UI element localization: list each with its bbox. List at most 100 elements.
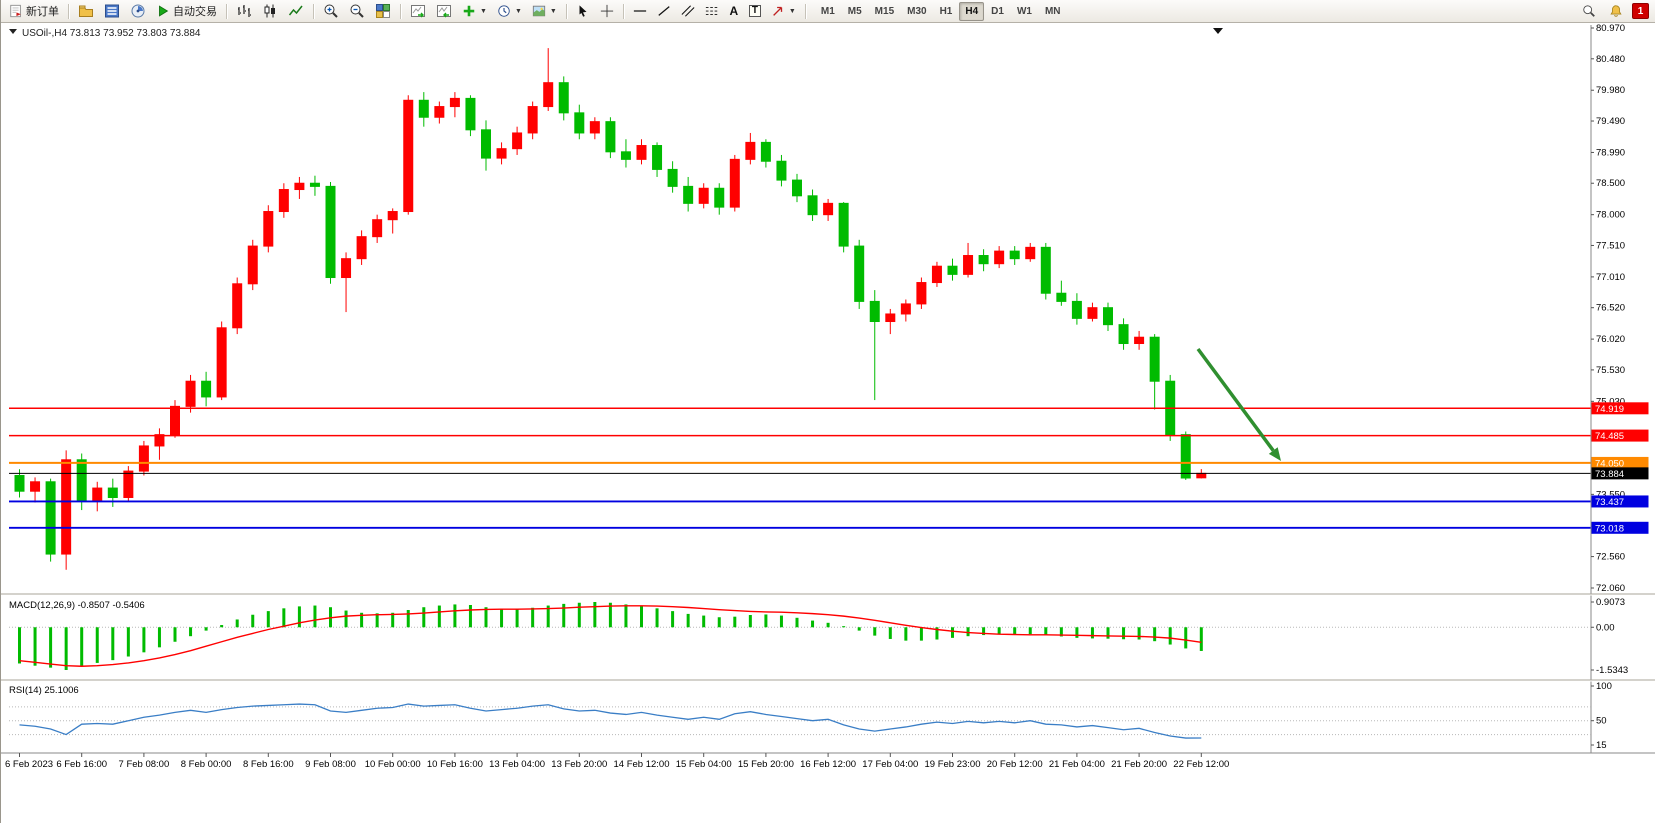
profiles-button[interactable]: [74, 2, 98, 20]
candle-body: [1196, 472, 1207, 479]
candle-body: [1009, 250, 1020, 260]
time-axis[interactable]: 6 Feb 2023 6 Feb 16:00 7 Feb 08:00 8 Feb 00…: [1, 752, 1655, 770]
notification-badge[interactable]: 1: [1632, 3, 1649, 19]
chart-shift-marker[interactable]: [1213, 28, 1223, 34]
candle-body: [216, 327, 227, 398]
macd-histogram-bar: [1122, 627, 1126, 640]
macd-histogram-bar: [64, 627, 68, 670]
timeframe-button-M1[interactable]: M1: [820, 5, 835, 17]
candle-body: [1180, 434, 1191, 479]
candle-body: [263, 211, 274, 247]
candle-body: [714, 187, 725, 208]
price-tag-73.884: 73.884: [1591, 467, 1649, 480]
macd-histogram-bar: [484, 607, 488, 628]
timeframe-button-H4[interactable]: H4: [959, 1, 985, 21]
price-tick-label: 76.520: [1596, 303, 1625, 314]
timeframe-button-M15[interactable]: M15: [874, 5, 895, 17]
chevron-down-icon: ▼: [549, 7, 557, 15]
one-click-trading-toggle[interactable]: [9, 29, 17, 34]
candle-body: [512, 132, 523, 150]
market-watch-button[interactable]: [100, 2, 124, 20]
macd-histogram-bar: [779, 615, 783, 628]
timeframe-button-D1[interactable]: D1: [991, 5, 1004, 17]
auto-scroll-button[interactable]: [432, 2, 456, 20]
bar-chart-mode-button[interactable]: [232, 2, 256, 20]
tile-windows-button[interactable]: [371, 2, 395, 20]
macd-signal-line: [19, 605, 1202, 667]
price-tick-label: 78.500: [1596, 178, 1625, 189]
candle-body: [978, 255, 989, 265]
candle-body: [854, 245, 865, 302]
price-tag-74.919: 74.919: [1591, 402, 1649, 415]
chevron-down-icon: ▼: [514, 7, 522, 15]
macd-histogram-bar: [1137, 627, 1141, 640]
timeframe-button-M5[interactable]: M5: [847, 5, 862, 17]
crosshair-tool-button[interactable]: [596, 2, 618, 20]
panel-splitter[interactable]: [1, 679, 1655, 682]
indicators-button[interactable]: ▼: [458, 2, 491, 20]
macd-axis-label: 0.00: [1596, 622, 1615, 633]
templates-button[interactable]: ▼: [528, 2, 561, 20]
price-tick-label: 78.000: [1596, 210, 1625, 221]
zoom-in-button[interactable]: [319, 2, 343, 20]
line-chart-mode-button[interactable]: [284, 2, 308, 20]
alerts-button[interactable]: [1605, 2, 1627, 20]
candle-body: [123, 470, 134, 498]
timeframe-button-H1[interactable]: H1: [939, 5, 953, 17]
new-order-label: 新订单: [26, 6, 59, 18]
macd-histogram-bar: [313, 605, 317, 628]
chevron-down-icon: ▼: [788, 7, 796, 15]
candle-body: [527, 106, 538, 134]
candle-body: [636, 145, 647, 160]
time-tick-label: 15 Feb 20:00: [738, 759, 794, 770]
zoom-out-button[interactable]: [345, 2, 369, 20]
toolbar-separator: [226, 3, 227, 19]
cursor-tool-button[interactable]: [572, 2, 594, 20]
periods-button[interactable]: ▼: [493, 2, 526, 20]
candle-body: [652, 145, 663, 170]
cursor-icon: [579, 5, 587, 17]
trendline-icon: [658, 6, 670, 16]
candle-body: [589, 121, 600, 134]
candle-body: [667, 168, 678, 187]
candle-body: [900, 303, 911, 315]
navigator-button[interactable]: [126, 2, 150, 20]
macd-histogram-bar: [1106, 627, 1110, 639]
search-button[interactable]: [1578, 2, 1600, 20]
time-tick-label: 16 Feb 12:00: [800, 759, 856, 770]
panel-splitter[interactable]: [1, 593, 1655, 596]
macd-histogram-bar: [126, 627, 130, 657]
arrows-tool-button[interactable]: ▼: [767, 2, 800, 20]
macd-histogram-bar: [1090, 627, 1094, 639]
macd-histogram-bar: [717, 617, 721, 628]
timeframe-button-W1[interactable]: W1: [1016, 5, 1032, 17]
channel-icon: [681, 5, 695, 17]
candle-body: [574, 112, 585, 134]
candle-body: [341, 258, 352, 279]
candle-body: [232, 283, 243, 329]
text-tool-button[interactable]: A: [725, 2, 743, 20]
channel-tool-button[interactable]: [677, 2, 699, 20]
text-label-tool-button[interactable]: T: [745, 2, 765, 20]
candlestick-mode-button[interactable]: [258, 2, 282, 20]
trend-arrow-annotation[interactable]: [1196, 347, 1281, 461]
price-tag-73.437: 73.437: [1591, 495, 1649, 508]
horizontal-line-tool-button[interactable]: [629, 2, 651, 20]
candle-body: [465, 97, 476, 131]
macd-histogram-bar: [951, 627, 954, 638]
price-axis[interactable]: 80.970 80.480 79.980 79.490 78.990 78.500 78.0…: [1590, 23, 1649, 753]
rsi-label: RSI(14) 25.1006: [9, 685, 79, 696]
fibonacci-tool-button[interactable]: [701, 2, 723, 20]
timeframe-button-M30[interactable]: M30: [907, 5, 927, 17]
candle-body: [1149, 336, 1160, 382]
autotrading-button[interactable]: 自动交易: [152, 2, 221, 20]
macd-histogram-bar: [904, 627, 908, 641]
timeframe-button-MN[interactable]: MN: [1044, 5, 1061, 17]
chart-shift-button[interactable]: [406, 2, 430, 20]
candle-body: [931, 265, 942, 284]
chart-canvas[interactable]: USOil-,H4 73.813 73.952 73.803 73.884 80.…: [1, 23, 1655, 823]
macd-histogram-bar: [671, 611, 675, 628]
trendline-tool-button[interactable]: [653, 2, 675, 20]
macd-histogram-bar: [422, 607, 426, 628]
new-order-button[interactable]: 新订单: [5, 2, 63, 20]
